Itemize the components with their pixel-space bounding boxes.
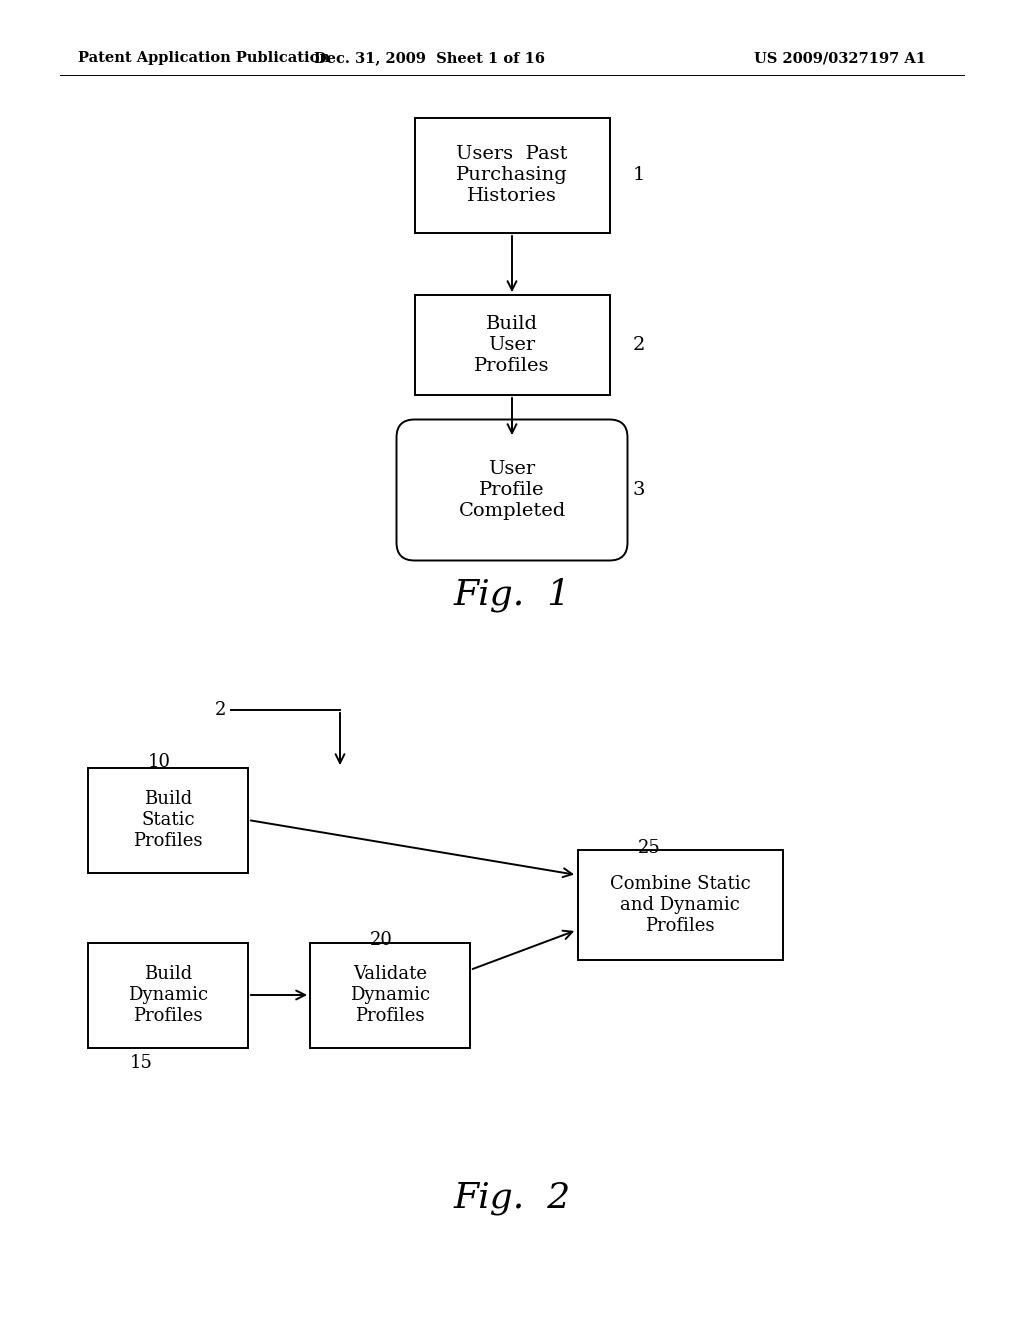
Bar xyxy=(88,942,248,1048)
Text: Fig.  1: Fig. 1 xyxy=(454,578,570,612)
Text: Combine Static
and Dynamic
Profiles: Combine Static and Dynamic Profiles xyxy=(609,875,751,935)
Text: Dec. 31, 2009  Sheet 1 of 16: Dec. 31, 2009 Sheet 1 of 16 xyxy=(314,51,546,65)
Text: Build
Dynamic
Profiles: Build Dynamic Profiles xyxy=(128,965,208,1024)
Text: Validate
Dynamic
Profiles: Validate Dynamic Profiles xyxy=(350,965,430,1024)
Text: Patent Application Publication: Patent Application Publication xyxy=(78,51,330,65)
Bar xyxy=(415,117,609,232)
Text: Build
Static
Profiles: Build Static Profiles xyxy=(133,791,203,850)
Bar xyxy=(578,850,782,960)
Text: 10: 10 xyxy=(148,752,171,771)
Text: 2: 2 xyxy=(633,337,645,354)
Text: Build
User
Profiles: Build User Profiles xyxy=(474,315,550,375)
Text: 20: 20 xyxy=(370,931,393,949)
Text: 15: 15 xyxy=(130,1053,153,1072)
FancyBboxPatch shape xyxy=(396,420,628,561)
Bar xyxy=(415,294,609,395)
Text: Users  Past
Purchasing
Histories: Users Past Purchasing Histories xyxy=(456,145,568,205)
Bar xyxy=(88,767,248,873)
Bar xyxy=(310,942,470,1048)
Text: 3: 3 xyxy=(633,480,645,499)
Text: US 2009/0327197 A1: US 2009/0327197 A1 xyxy=(754,51,926,65)
Text: 2: 2 xyxy=(215,701,226,719)
Text: User
Profile
Completed: User Profile Completed xyxy=(459,461,565,520)
Text: 25: 25 xyxy=(638,840,660,857)
Text: 1: 1 xyxy=(633,166,645,183)
Text: Fig.  2: Fig. 2 xyxy=(454,1181,570,1214)
